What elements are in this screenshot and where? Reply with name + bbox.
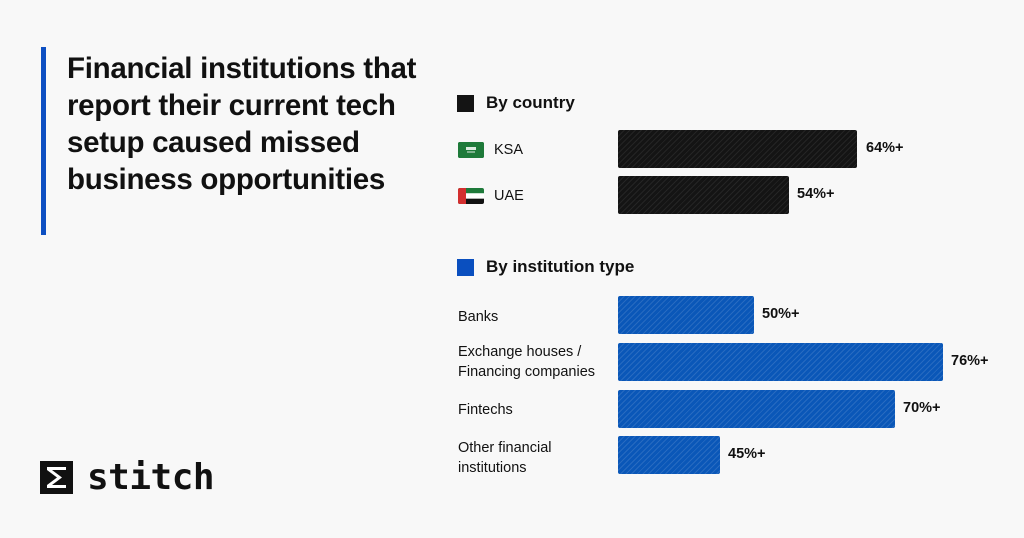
row-label-exchange-houses: Exchange houses / Financing companies: [458, 342, 595, 382]
value-exchange-houses: 76%+: [951, 353, 989, 369]
row-label-line: Financing companies: [458, 364, 596, 380]
bar-exchange-houses: [618, 343, 943, 381]
uae-flag-icon: [458, 188, 484, 204]
legend-swatch-black-icon: [457, 94, 474, 112]
bar-uae: [618, 176, 789, 214]
title-accent-bar: [41, 47, 46, 235]
legend-label: By institution type: [486, 257, 635, 276]
stitch-logo: stitch: [40, 457, 215, 498]
value-other-financial: 45%+: [728, 446, 766, 462]
bar-fintechs: [618, 390, 895, 428]
saudi-arabia-flag-icon: [458, 142, 484, 158]
row-label-fintechs: Fintechs: [458, 402, 513, 418]
value-fintechs: 70%+: [903, 400, 941, 416]
legend-swatch-blue-icon: [457, 258, 474, 276]
row-label-banks: Banks: [458, 309, 499, 325]
legend-label: By country: [486, 93, 575, 112]
bar-other-financial: [618, 436, 720, 474]
row-label-line: Exchange houses /: [458, 344, 582, 360]
chart-title: Financial institutions that report their…: [67, 52, 417, 196]
value-uae: 54%+: [797, 186, 835, 202]
row-label-uae: UAE: [494, 188, 524, 204]
stitch-logo-icon: [40, 461, 73, 494]
legend-by-country: By country: [457, 93, 575, 113]
row-label-ksa: KSA: [494, 142, 524, 158]
legend-by-institution-type: By institution type: [457, 257, 634, 277]
bar-banks: [618, 296, 754, 334]
row-label-other-financial: Other financial institutions: [458, 438, 552, 478]
row-label-line: institutions: [458, 460, 527, 476]
value-banks: 50%+: [762, 306, 800, 322]
row-label-line: Other financial: [458, 440, 552, 456]
value-ksa: 64%+: [866, 140, 904, 156]
brand-name: stitch: [87, 457, 215, 498]
bar-ksa: [618, 130, 857, 168]
